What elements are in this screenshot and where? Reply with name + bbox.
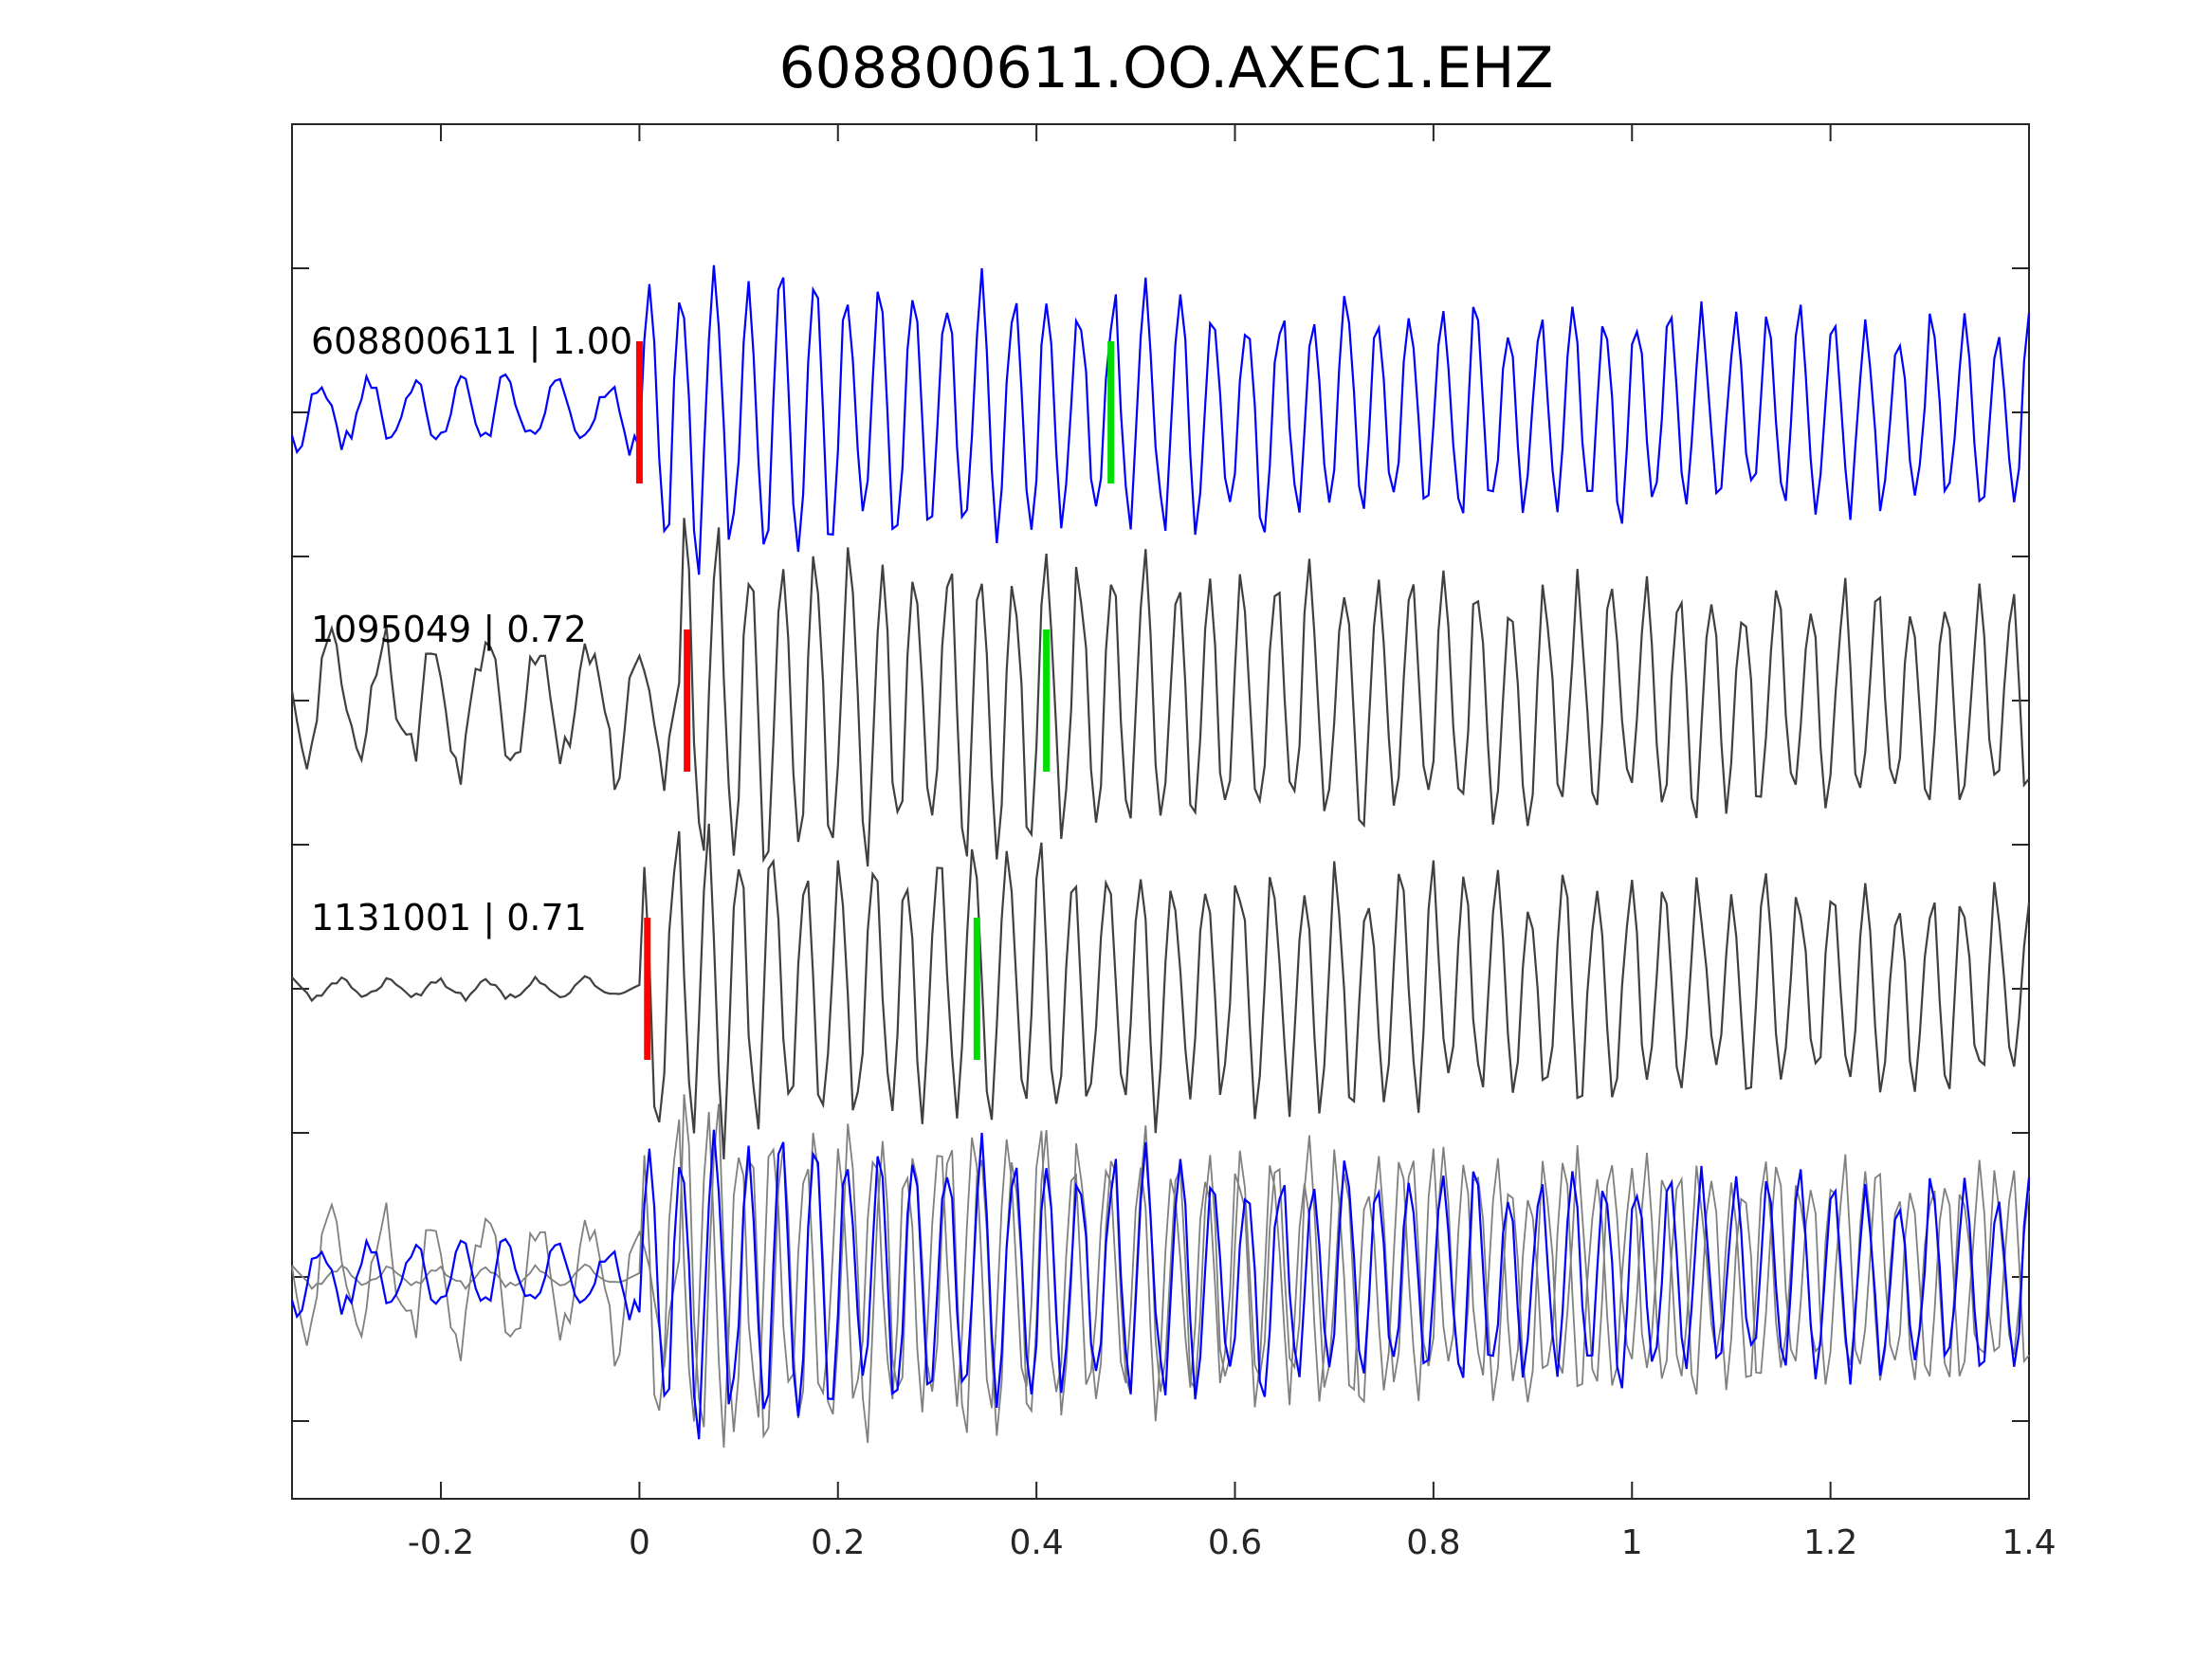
y-ticks bbox=[292, 267, 2029, 1422]
x-tick-label: -0.2 bbox=[408, 1523, 474, 1562]
x-tick-label: 0 bbox=[629, 1523, 650, 1562]
x-ticks: -0.2 0 0.2 0.4 0.6 0.8 1 1.2 1.4 bbox=[408, 124, 2057, 1562]
trace-label: 608800611 | 1.00 bbox=[311, 320, 632, 363]
x-tick-label: 0.6 bbox=[1208, 1523, 1262, 1562]
x-tick-label: 0.8 bbox=[1406, 1523, 1460, 1562]
trace-1095049 bbox=[290, 518, 2030, 867]
trace-label: 1131001 | 0.71 bbox=[311, 897, 587, 939]
x-tick-label: 1 bbox=[1621, 1523, 1643, 1562]
trace-label: 1095049 | 0.72 bbox=[311, 609, 587, 651]
trace-1131001 bbox=[291, 823, 2031, 1159]
x-tick-label: 0.2 bbox=[811, 1523, 865, 1562]
chart-title: 608800611.OO.AXEC1.EHZ bbox=[778, 35, 1553, 101]
x-tick-label: 1.4 bbox=[2002, 1523, 2056, 1562]
trace-608800611 bbox=[290, 264, 2031, 575]
x-tick-label: 1.2 bbox=[1803, 1523, 1857, 1562]
overlay-trace-608800611 bbox=[290, 1129, 2031, 1440]
waveform-traces: 608800611 | 1.00 1095049 | 0.72 1131001 | … bbox=[290, 264, 2031, 1159]
x-tick-label: 0.4 bbox=[1010, 1523, 1064, 1562]
overlay-traces bbox=[290, 1094, 2031, 1448]
